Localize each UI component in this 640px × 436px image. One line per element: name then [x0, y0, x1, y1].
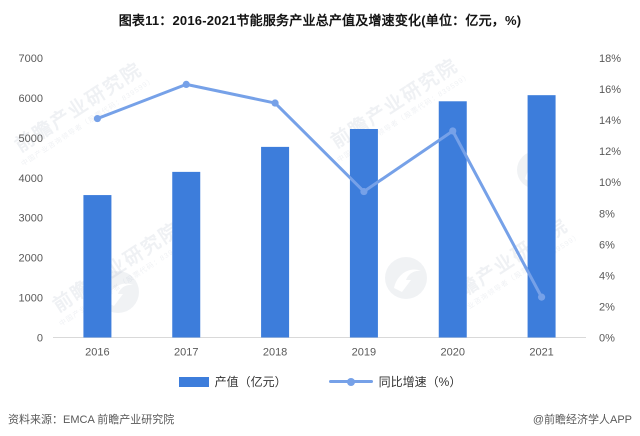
right-axis-tick-8%: 8%: [599, 208, 615, 220]
growth-line: [95, 82, 544, 299]
x-axis-tick-2018: 2018: [263, 347, 287, 359]
legend-item-output: 产值（亿元）: [178, 373, 287, 390]
growth-point-2021: [537, 293, 546, 301]
growth-point-2018: [271, 99, 279, 107]
left-axis-tick-2000: 2000: [19, 253, 43, 265]
chart-legend: 产值（亿元） 同比增速（%）: [0, 373, 640, 390]
left-axis-tick-3000: 3000: [19, 213, 43, 225]
left-axis-tick-0: 0: [37, 333, 43, 345]
right-axis-tick-16%: 16%: [599, 84, 621, 96]
chart-title: 图表11：2016-2021节能服务产业总产值及增速变化(单位：亿元，%): [118, 13, 522, 28]
legend-label: 产值（亿元）: [214, 375, 287, 389]
right-axis-tick-10%: 10%: [599, 177, 621, 189]
right-axis-tick-12%: 12%: [599, 146, 621, 158]
left-axis-tick-1000: 1000: [19, 293, 43, 305]
x-axis-tick-2021: 2021: [529, 347, 553, 359]
x-axis-tick-2020: 2020: [441, 347, 465, 359]
growth-point-2016: [93, 114, 102, 123]
x-axis-tick-2016: 2016: [85, 347, 109, 359]
legend-label: 同比增速（%）: [378, 375, 462, 389]
bar-2018: [261, 146, 290, 338]
left-axis-tick-6000: 6000: [19, 93, 43, 105]
left-axis-tick-7000: 7000: [19, 53, 43, 65]
growth-point-2019: [360, 187, 368, 196]
credit-note: @前瞻经济学人APP: [532, 414, 632, 426]
chart-footer: 资料来源：EMCA 前瞻产业研究院 @前瞻经济学人APP: [0, 411, 640, 427]
bar-2017: [172, 171, 201, 338]
x-axis-tick-2019: 2019: [352, 347, 376, 359]
x-axis-tick-2017: 2017: [174, 347, 198, 359]
legend-item-growth: 同比增速（%）: [328, 373, 462, 390]
right-axis-tick-0%: 0%: [599, 333, 615, 345]
growth-point-2020: [449, 127, 457, 135]
bar-2019: [349, 128, 378, 338]
right-axis-tick-6%: 6%: [599, 239, 615, 251]
right-axis-tick-4%: 4%: [599, 270, 615, 282]
legend-bar-swatch-icon: [178, 376, 209, 387]
left-axis-tick-5000: 5000: [19, 133, 43, 145]
right-axis-tick-14%: 14%: [599, 115, 621, 127]
left-axis-tick-4000: 4000: [19, 173, 43, 185]
bar-2016: [83, 195, 112, 338]
bar-2020: [438, 101, 467, 338]
legend-line-swatch-icon: [328, 377, 373, 386]
legend-line-dot: [346, 377, 355, 386]
growth-point-2017: [182, 80, 190, 88]
bar-2021: [527, 95, 556, 338]
right-axis-tick-18%: 18%: [599, 53, 621, 65]
source-note: 资料来源：EMCA 前瞻产业研究院: [8, 414, 175, 426]
right-axis-tick-2%: 2%: [599, 301, 615, 313]
